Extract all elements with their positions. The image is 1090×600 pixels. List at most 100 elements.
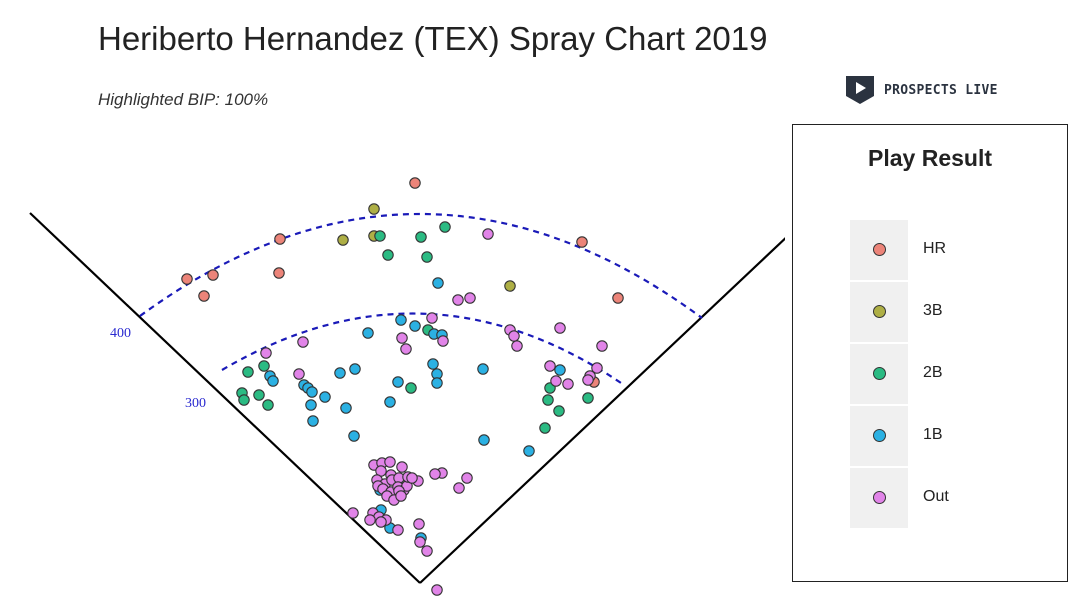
play-shield-icon [846, 76, 874, 104]
point-hr [612, 292, 624, 304]
point-2b [553, 405, 565, 417]
legend-key [850, 282, 908, 342]
point-out [511, 340, 523, 352]
legend-swatch-hr [873, 243, 886, 256]
point-3b [337, 234, 349, 246]
legend-swatch-1b [873, 429, 886, 442]
legend-label: 1B [923, 426, 943, 443]
point-out [260, 347, 272, 359]
point-2b [262, 399, 274, 411]
right-foul-line [419, 237, 785, 584]
point-out [414, 536, 426, 548]
point-2b [253, 389, 265, 401]
point-2b [539, 422, 551, 434]
point-out [364, 514, 376, 526]
point-1b [334, 367, 346, 379]
point-1b [384, 396, 396, 408]
point-1b [340, 402, 352, 414]
point-out [437, 335, 449, 347]
point-out [396, 461, 408, 473]
point-1b [427, 358, 439, 370]
point-out [395, 490, 407, 502]
legend-title: Play Result [868, 145, 992, 171]
legend-swatch-out [873, 491, 886, 504]
legend-item-3b: 3B [850, 282, 1050, 342]
point-2b [258, 360, 270, 372]
legend-key [850, 220, 908, 280]
point-out [400, 343, 412, 355]
distance-label-300: 300 [185, 396, 206, 411]
legend-key [850, 406, 908, 466]
point-hr [409, 177, 421, 189]
legend-item-hr: HR [850, 220, 1050, 280]
batted-ball-points [181, 177, 624, 596]
point-2b [542, 394, 554, 406]
point-1b [477, 363, 489, 375]
point-1b [349, 363, 361, 375]
legend-key [850, 344, 908, 404]
point-out [596, 340, 608, 352]
left-foul-line [29, 212, 421, 584]
foul-lines [29, 212, 785, 584]
point-1b [523, 445, 535, 457]
point-2b [238, 394, 250, 406]
point-out [421, 545, 433, 557]
legend-swatch-3b [873, 305, 886, 318]
point-2b [415, 231, 427, 243]
point-hr [198, 290, 210, 302]
point-2b [405, 382, 417, 394]
point-out [396, 332, 408, 344]
point-1b [432, 277, 444, 289]
point-1b [431, 377, 443, 389]
point-hr [181, 273, 193, 285]
point-out [554, 322, 566, 334]
legend-label: 3B [923, 302, 943, 319]
brand-logo: PROSPECTS LIVE [845, 75, 998, 105]
point-1b [348, 430, 360, 442]
point-2b [421, 251, 433, 263]
point-hr [576, 236, 588, 248]
point-1b [267, 375, 279, 387]
point-out [297, 336, 309, 348]
brand-name: PROSPECTS LIVE [884, 82, 998, 98]
point-1b [306, 386, 318, 398]
point-2b [374, 230, 386, 242]
chart-subtitle: Highlighted BIP: 100% [98, 90, 269, 109]
point-out [413, 518, 425, 530]
point-out [453, 482, 465, 494]
point-out [392, 524, 404, 536]
point-2b [242, 366, 254, 378]
point-3b [504, 280, 516, 292]
point-1b [409, 320, 421, 332]
distance-label-400: 400 [110, 326, 131, 341]
point-out [429, 468, 441, 480]
chart-title: Heriberto Hernandez (TEX) Spray Chart 20… [98, 20, 768, 57]
point-out [582, 374, 594, 386]
legend-label: 2B [923, 364, 943, 381]
legend-item-out: Out [850, 468, 1050, 528]
point-out [347, 507, 359, 519]
point-2b [382, 249, 394, 261]
point-1b [392, 376, 404, 388]
point-out [406, 472, 418, 484]
point-out [482, 228, 494, 240]
legend-key [850, 468, 908, 528]
point-1b [554, 364, 566, 376]
point-1b [478, 434, 490, 446]
legend-label: HR [923, 240, 947, 257]
point-hr [274, 233, 286, 245]
point-out [591, 362, 603, 374]
spray-field: 400 300 [29, 177, 785, 596]
point-out [431, 584, 443, 596]
point-1b [305, 399, 317, 411]
point-hr [273, 267, 285, 279]
distance-arc-300 [221, 312, 625, 386]
point-1b [362, 327, 374, 339]
point-1b [319, 391, 331, 403]
point-out [562, 378, 574, 390]
point-2b [439, 221, 451, 233]
legend-item-2b: 2B [850, 344, 1050, 404]
point-out [544, 360, 556, 372]
legend-label: Out [923, 488, 949, 505]
distance-arc-400 [139, 212, 703, 319]
